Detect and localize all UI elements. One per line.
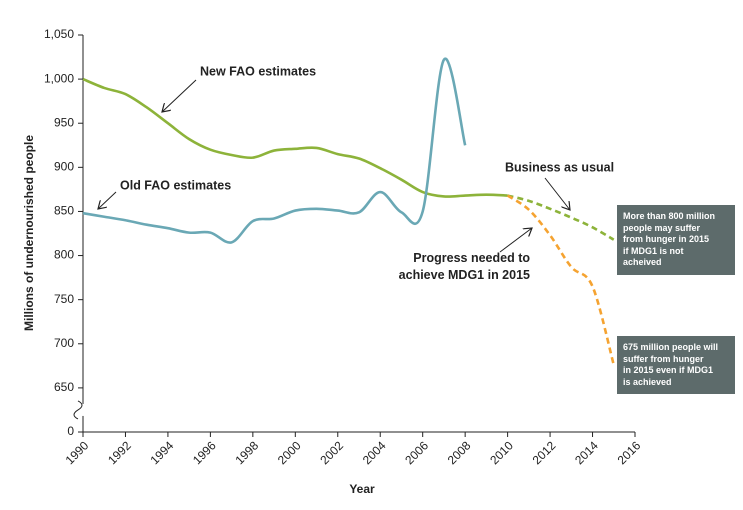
- x-tick-label: 2014: [572, 438, 601, 467]
- arrow: [162, 79, 197, 112]
- annotation-box: 675 million people will suffer from hunge…: [617, 336, 735, 394]
- arrow: [544, 177, 570, 210]
- annotation-line: More than 800 million: [623, 211, 716, 221]
- series-label: Old FAO estimates: [120, 178, 231, 192]
- axes: 0 650 700 750 800 850 900 950 1,000 1,050 1990 1992…: [44, 27, 644, 467]
- arrow: [499, 228, 532, 253]
- x-tick-label: 2004: [360, 438, 389, 467]
- annotation-line: people may suffer: [623, 222, 701, 233]
- series-label: Progress needed to achieve MDG1 in 2015: [398, 251, 530, 282]
- annotation-line: if MDG1 is not: [623, 245, 684, 256]
- y-tick-label: 900: [54, 160, 74, 174]
- y-tick-label: 1,050: [44, 27, 74, 41]
- y-tick-label: 800: [54, 248, 74, 262]
- series-label: New FAO estimates: [200, 64, 316, 78]
- x-tick-label: 2016: [615, 438, 644, 467]
- x-tick-label: 1996: [190, 438, 219, 467]
- x-tick-label: 1998: [232, 438, 261, 467]
- annotation-line: acheived: [623, 257, 662, 267]
- annotation-box: More than 800 million people may suffer fr…: [617, 205, 735, 275]
- line-series: [506, 194, 616, 366]
- x-tick-label: 1990: [63, 438, 92, 467]
- y-tick-label: 750: [54, 292, 74, 306]
- arrow: [98, 191, 117, 209]
- annotation-line: suffer from hunger: [623, 353, 704, 364]
- y-tick-label: 850: [54, 204, 74, 218]
- axis-break: [73, 400, 83, 420]
- y-tick-label: 1,000: [44, 71, 74, 85]
- y-axis-label: Millions of undernourished people: [22, 135, 36, 331]
- x-tick-label: 1992: [105, 438, 134, 467]
- annotation-line: 675 million people will: [623, 342, 719, 352]
- x-tick-label: 2002: [317, 438, 346, 467]
- y-tick-label: 700: [54, 336, 74, 350]
- x-tick-label: 2000: [275, 438, 304, 467]
- series-label: Business as usual: [505, 160, 614, 174]
- x-tick-label: 2010: [487, 438, 516, 467]
- x-tick-label: 1994: [148, 438, 177, 467]
- x-tick-label: 2008: [445, 438, 474, 467]
- y-tick-label: 0: [67, 424, 74, 438]
- annotation-line: in 2015 even if MDG1: [623, 365, 714, 375]
- y-tick-label: 950: [54, 115, 74, 129]
- line-series: [507, 194, 615, 241]
- y-tick-label: 650: [54, 380, 74, 394]
- axis-break: [77, 403, 89, 416]
- line-series: [82, 77, 508, 198]
- x-tick-label: 2006: [402, 438, 431, 467]
- annotation-line: is achieved: [623, 376, 672, 387]
- annotation-line: from hunger in 2015: [623, 234, 710, 244]
- x-tick-label: 2012: [530, 438, 559, 467]
- line-series: [82, 57, 467, 244]
- x-axis-label: Year: [349, 482, 375, 496]
